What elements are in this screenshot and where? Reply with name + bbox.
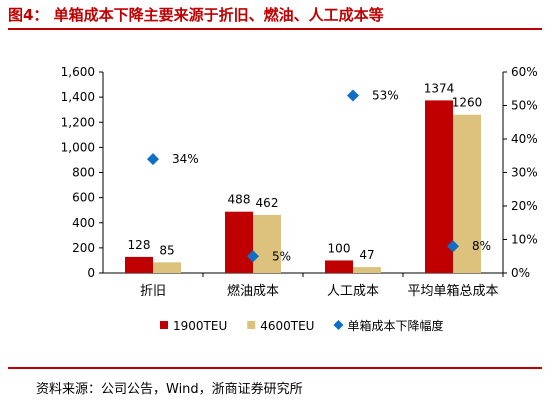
marker-value-label: 53% xyxy=(372,88,399,102)
y-right-tick-label: 10% xyxy=(511,233,538,247)
legend-label: 单箱成本下降幅度 xyxy=(347,318,443,333)
y-left-tick-label: 600 xyxy=(72,191,95,205)
diamond-marker xyxy=(447,240,459,253)
marker-value-label: 34% xyxy=(172,152,199,166)
bar-1900TEU xyxy=(325,260,353,273)
legend-label: 1900TEU xyxy=(173,319,227,333)
x-tick-label: 平均单箱总成本 xyxy=(407,283,498,299)
bar-value-label: 85 xyxy=(159,243,174,257)
source-divider xyxy=(8,367,542,369)
y-right-tick-label: 20% xyxy=(511,199,538,213)
y-left-tick-label: 1,600 xyxy=(61,65,95,79)
bar-value-label: 100 xyxy=(328,241,351,255)
bar-1900TEU xyxy=(225,211,253,273)
y-left-tick-label: 1,400 xyxy=(61,90,95,104)
y-right-tick-label: 60% xyxy=(511,65,538,79)
diamond-marker xyxy=(347,89,359,102)
x-tick-label: 折旧 xyxy=(140,284,166,299)
y-left-tick-label: 400 xyxy=(72,216,95,230)
marker-value-label: 5% xyxy=(272,249,291,263)
figure-title: 图4： 单箱成本下降主要来源于折旧、燃油、人工成本等 xyxy=(8,6,384,24)
title-divider xyxy=(8,28,542,30)
diamond-marker xyxy=(247,250,259,263)
y-left-tick-label: 800 xyxy=(72,166,95,180)
bar-1900TEU xyxy=(125,256,153,273)
y-right-tick-label: 30% xyxy=(511,166,538,180)
y-left-tick-label: 1,200 xyxy=(61,115,95,129)
bar-4600TEU xyxy=(253,214,281,273)
legend-swatch-4600TEU xyxy=(247,321,256,329)
diamond-marker xyxy=(147,153,159,166)
legend-label: 4600TEU xyxy=(260,319,314,333)
legend-swatch-1900TEU xyxy=(160,321,168,329)
bar-4600TEU xyxy=(353,267,381,273)
y-right-tick-label: 50% xyxy=(511,99,538,113)
marker-value-label: 8% xyxy=(472,239,491,253)
y-left-tick-label: 0 xyxy=(87,266,95,280)
bar-value-label: 1260 xyxy=(452,96,483,110)
x-tick-label: 燃油成本 xyxy=(227,283,279,299)
y-right-tick-label: 40% xyxy=(511,132,538,146)
source-note: 资料来源：公司公告，Wind，浙商证券研究所 xyxy=(36,382,303,397)
bar-value-label: 488 xyxy=(228,193,251,207)
bar-value-label: 128 xyxy=(128,238,151,252)
y-left-tick-label: 200 xyxy=(72,241,95,255)
legend-swatch-单箱成本下降幅度 xyxy=(333,320,344,330)
y-right-tick-label: 0% xyxy=(511,266,530,280)
bar-4600TEU xyxy=(153,262,181,273)
bar-value-label: 462 xyxy=(256,196,279,210)
x-tick-label: 人工成本 xyxy=(327,284,379,299)
bar-1900TEU xyxy=(425,100,453,273)
bar-value-label: 1374 xyxy=(424,81,455,95)
bar-value-label: 47 xyxy=(359,248,374,262)
y-left-tick-label: 1,000 xyxy=(61,140,95,154)
